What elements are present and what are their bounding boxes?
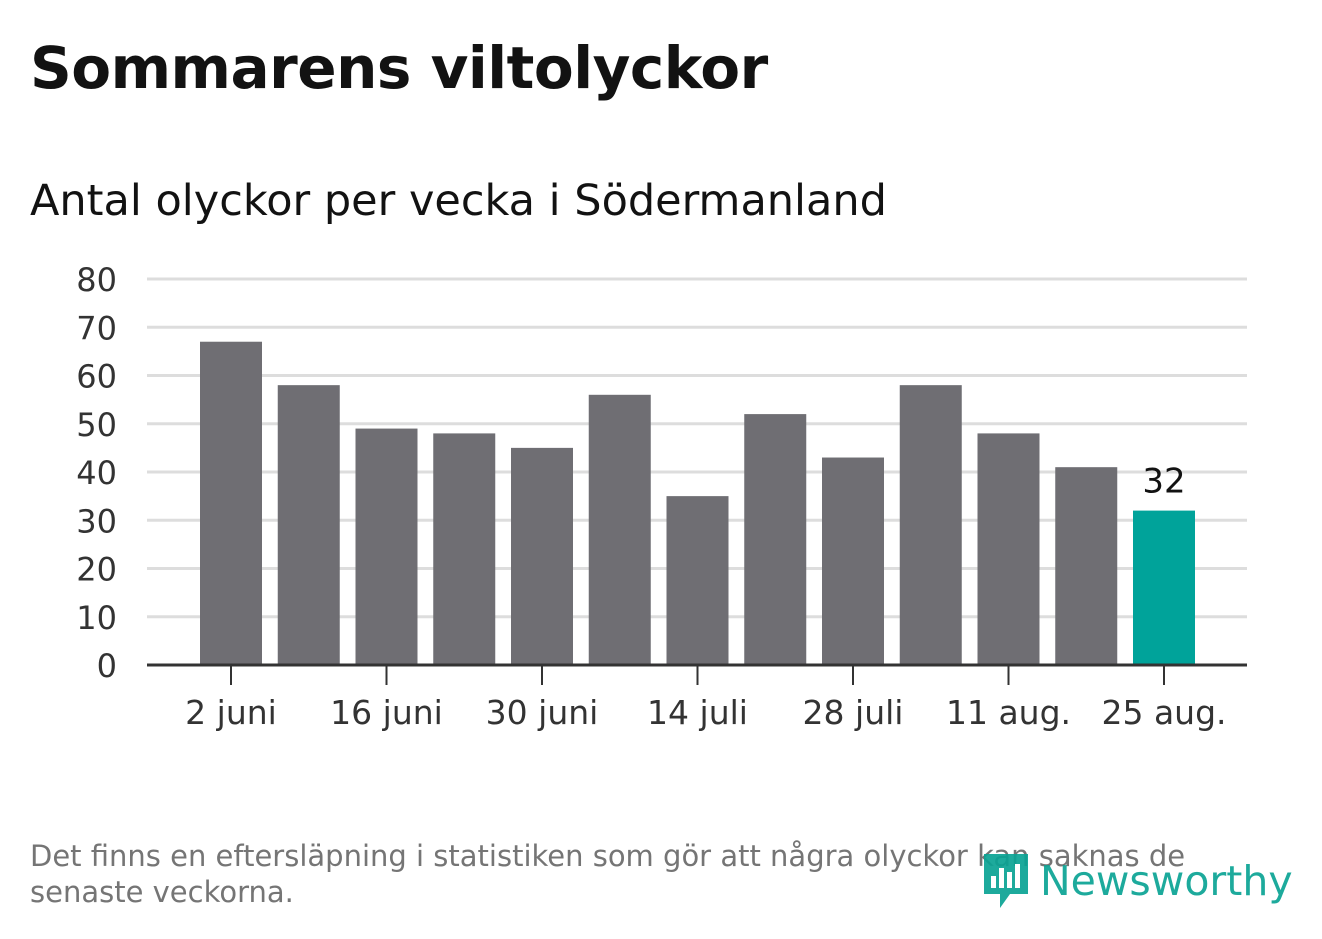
brand-name: Newsworthy: [1040, 857, 1293, 905]
bar: [200, 341, 262, 665]
y-tick-label: 60: [76, 358, 117, 396]
bar: [1055, 467, 1118, 665]
bar-chart-logo-icon: [984, 854, 1028, 908]
y-tick-label: 40: [76, 454, 117, 492]
x-tick-label: 16 juni: [330, 693, 443, 732]
x-tick-label: 28 juli: [803, 693, 904, 732]
newsworthy-logo: Newsworthy: [980, 848, 1293, 914]
y-tick-label: 30: [76, 502, 117, 540]
data-labels: 32: [1142, 462, 1185, 502]
y-tick-label: 70: [76, 309, 117, 347]
bar: [744, 414, 807, 665]
x-tick-label: 11 aug.: [946, 693, 1071, 732]
bar-chart: 0 10 20 30 40 50 60 70 80 2 juni 16 juni 30 juni 14…: [76, 261, 1247, 732]
y-tick-label: 0: [97, 647, 117, 685]
bars: [200, 341, 1195, 665]
bar: [588, 394, 651, 665]
bar: [822, 457, 884, 665]
chart-subtitle: Antal olyckor per vecka i Södermanland: [30, 176, 887, 226]
y-tick-label: 80: [76, 261, 117, 299]
x-tick-label: 14 juli: [647, 693, 748, 732]
x-tick-label: 25 aug.: [1101, 693, 1226, 732]
bar: [899, 385, 962, 665]
bar: [433, 433, 496, 665]
bar: [511, 447, 573, 665]
x-axis: 2 juni 16 juni 30 juni 14 juli 28 juli 11 aug…: [147, 663, 1247, 732]
bar: [977, 433, 1040, 665]
bar: [666, 496, 729, 665]
y-tick-label: 10: [76, 599, 117, 637]
chart-title: Sommarens viltolyckor: [30, 34, 768, 102]
bar: [355, 428, 418, 665]
bar-highlight: [1133, 510, 1195, 665]
x-tick-label: 30 juni: [486, 693, 599, 732]
y-tick-label: 50: [76, 406, 117, 444]
x-tick-label: 2 juni: [185, 693, 277, 732]
y-tick-label: 20: [76, 551, 117, 589]
bar: [277, 385, 340, 665]
bar-value-label: 32: [1142, 462, 1185, 502]
y-axis-ticks: 0 10 20 30 40 50 60 70 80: [76, 261, 117, 685]
